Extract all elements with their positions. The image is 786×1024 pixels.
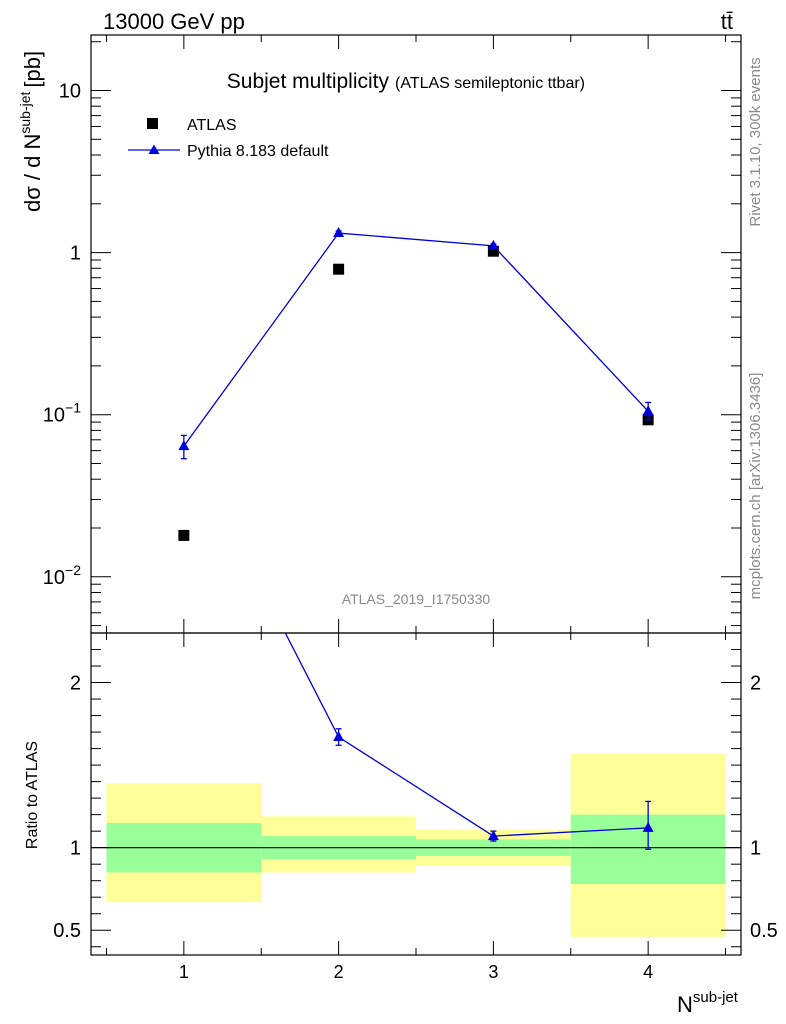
x-tick-label: 2	[334, 962, 344, 982]
atlas-data-point	[487, 245, 499, 257]
energy-label: 13000 GeV pp	[103, 9, 245, 34]
x-tick-label: 4	[643, 962, 653, 982]
x-tick-label: 3	[488, 962, 498, 982]
y-axis-label: dσ / d Nsub-jet[pb]	[17, 51, 45, 212]
legend: ATLAS Pythia 8.183 default	[128, 117, 329, 160]
y-tick-label: 10−2	[43, 562, 81, 589]
atlas-data-point	[178, 529, 190, 541]
ratio-y-tick-label-right: 2	[750, 673, 761, 695]
x-axis-label: Nsub-jet	[677, 989, 739, 1017]
plot-title: Subjet multiplicity	[227, 70, 390, 93]
main-plot-panel: Subjet multiplicity (ATLAS semileptonic …	[17, 34, 742, 634]
ratio-plot-panel: Ratio to ATLAS Nsub-jet 1 2 3 4 0.5 0.5 1 1 2 2	[24, 632, 778, 1017]
ratio-y-axis-label: Ratio to ATLAS	[24, 741, 41, 849]
pythia-ratio-point	[333, 731, 345, 742]
atlas-data-point	[333, 263, 345, 275]
x-tick-label: 1	[179, 962, 189, 982]
ratio-uncertainty-bands	[106, 753, 726, 937]
y-tick-label: 1	[70, 243, 81, 265]
ratio-y-tick-label-right: 1	[750, 838, 761, 860]
pythia-data-point	[487, 239, 499, 250]
ratio-y-tick-label-left: 1	[70, 838, 81, 860]
pythia-data-point	[178, 440, 190, 451]
y-tick-label: 10	[59, 81, 81, 103]
ratio-series	[284, 633, 654, 850]
pythia-series-line	[183, 232, 649, 447]
legend-atlas-marker	[147, 118, 158, 129]
ratio-y-tick-label-left: 2	[70, 673, 81, 695]
mcplots-source-label: mcplots.cern.ch [arXiv:1306.3436]	[747, 373, 764, 600]
pythia-ratio-point	[642, 821, 654, 832]
legend-atlas-label: ATLAS	[187, 117, 237, 134]
legend-pythia-label: Pythia 8.183 default	[187, 143, 329, 160]
rivet-version-label: Rivet 3.1.10, 300k events	[747, 57, 764, 226]
pythia-ratio-line	[284, 633, 649, 837]
pythia-data-point	[333, 227, 345, 238]
plot-subtitle: (ATLAS semileptonic ttbar)	[395, 75, 585, 92]
pythia-data-point	[642, 405, 654, 416]
legend-pythia-marker	[148, 144, 160, 154]
ratio-y-tick-label-right: 0.5	[750, 920, 778, 942]
pythia-ratio-point	[487, 830, 499, 841]
analysis-label: ATLAS_2019_I1750330	[342, 591, 491, 607]
y-tick-label: 10−1	[43, 400, 81, 427]
ratio-y-tick-label-left: 0.5	[53, 920, 81, 942]
process-label: tt̄	[721, 9, 733, 34]
